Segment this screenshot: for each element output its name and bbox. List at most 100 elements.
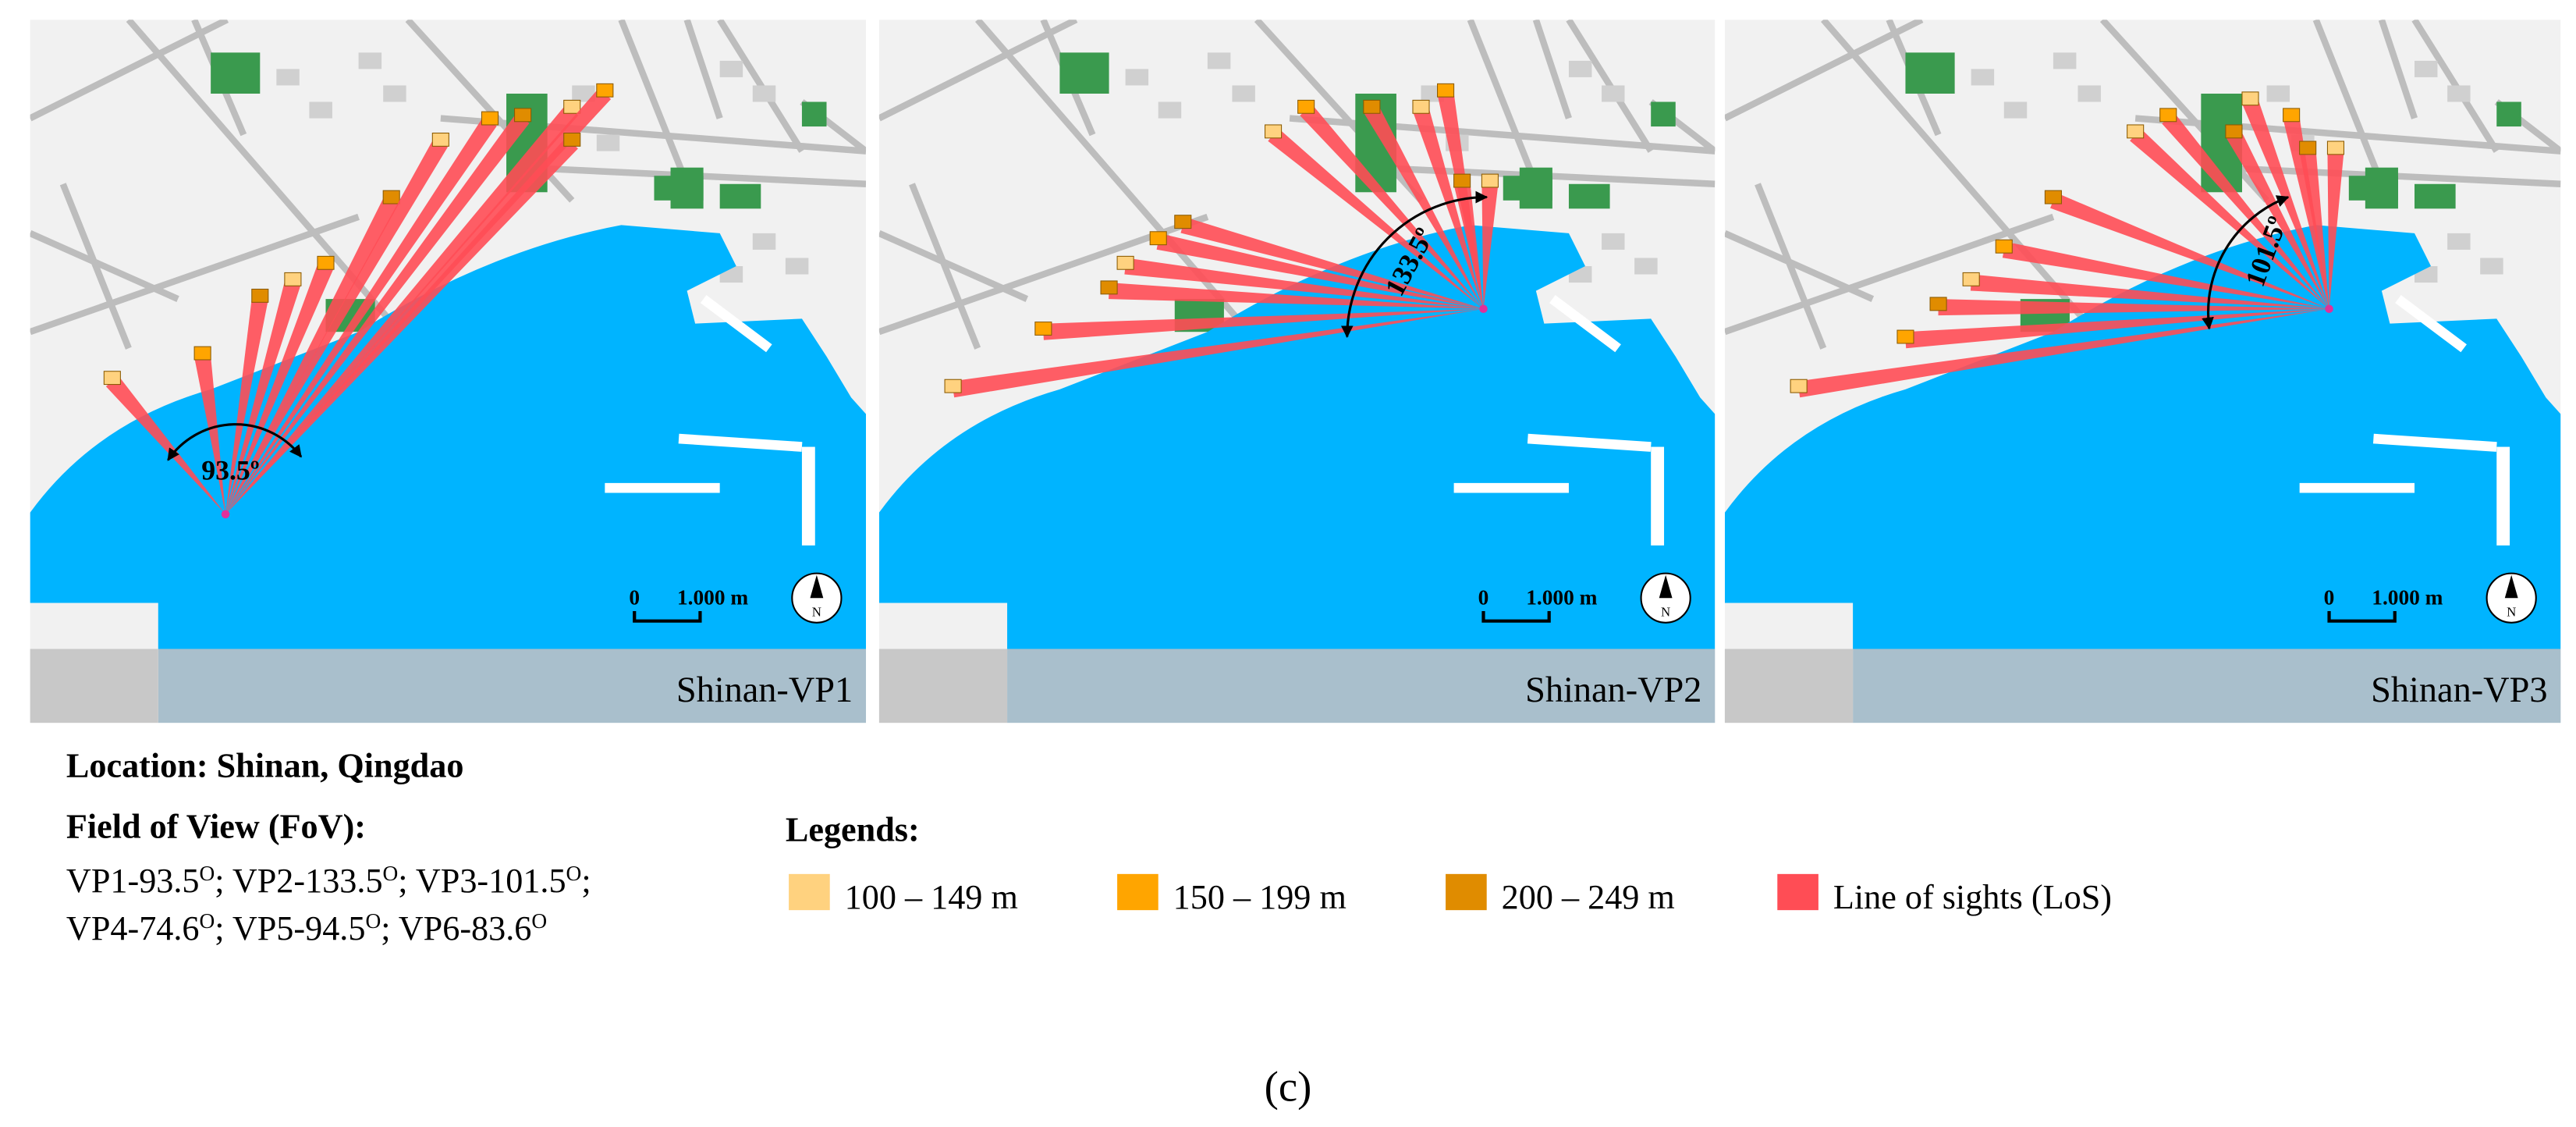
building-height <box>1034 322 1052 336</box>
park <box>1519 167 1552 209</box>
building <box>2447 85 2471 102</box>
building <box>719 60 743 77</box>
pier <box>700 295 772 353</box>
building-height <box>2326 140 2345 155</box>
scale-zero: 0 <box>1478 586 1489 610</box>
label-bar <box>1007 649 1716 723</box>
park <box>670 167 704 209</box>
viewpoint <box>1479 304 1488 313</box>
building <box>1207 52 1231 69</box>
road <box>909 183 981 350</box>
scale-distance: 1.000 m <box>677 586 748 610</box>
fov-sup: O <box>365 909 381 933</box>
pier-block <box>801 446 815 546</box>
viewpoint <box>221 510 230 519</box>
building-height <box>1453 173 1471 188</box>
road <box>2312 20 2385 186</box>
fov-arc <box>167 423 303 461</box>
building-height <box>2283 108 2301 123</box>
building <box>2077 85 2101 102</box>
compass-needle <box>2504 574 2518 599</box>
sightline <box>225 137 578 514</box>
building <box>2266 85 2290 102</box>
building-height <box>1297 99 1315 114</box>
scale-bar <box>633 611 702 623</box>
pier <box>1527 433 1652 452</box>
road <box>30 20 229 122</box>
building <box>1602 85 1625 102</box>
road <box>30 230 179 302</box>
pier <box>678 433 803 452</box>
building-height <box>284 272 302 286</box>
building <box>276 69 300 86</box>
sightline <box>2283 116 2329 309</box>
building-height <box>1897 329 1914 344</box>
building-height <box>2241 91 2259 106</box>
road <box>1724 20 1924 122</box>
building-height <box>514 108 532 123</box>
building-height <box>563 132 581 147</box>
fov-line: VP1-93.5O; VP2-133.5O; VP3-101.5O; <box>66 862 591 900</box>
legend-swatch <box>1117 873 1158 911</box>
building <box>2053 52 2077 69</box>
scale-bar <box>1481 611 1551 623</box>
road <box>59 183 132 350</box>
park <box>801 101 827 127</box>
building-height <box>2044 190 2062 204</box>
building-height <box>1265 124 1283 139</box>
building-height <box>1790 379 1808 393</box>
building <box>785 258 809 275</box>
compass-north: N <box>2507 604 2516 619</box>
fov-sup: O <box>566 862 582 885</box>
label-bar-left <box>30 649 158 723</box>
building <box>596 134 620 151</box>
panel-label: Shinan-VP1 <box>676 670 853 710</box>
water <box>1724 225 2561 649</box>
fov-sup: O <box>200 862 215 885</box>
sightline <box>1797 308 2329 398</box>
building-height <box>1412 99 1430 114</box>
label-bar <box>1853 649 2561 723</box>
sightline <box>2299 150 2329 309</box>
fov-text: VP1-93.5 <box>66 862 200 900</box>
sightline <box>225 138 448 514</box>
pier <box>1549 295 1621 353</box>
park <box>211 52 261 94</box>
building-height <box>382 190 400 204</box>
sightline <box>225 196 399 514</box>
building-height <box>596 83 614 98</box>
building-height <box>2225 124 2243 139</box>
map: 93.5º 0 1.000 m N <box>30 20 867 649</box>
building <box>1602 233 1625 250</box>
building-height <box>1929 297 1947 311</box>
legend-swatch <box>1777 873 1818 911</box>
panel-label: Shinan-VP2 <box>1525 670 1701 710</box>
fov-text: ; VP6-83.6 <box>381 909 531 947</box>
building <box>1568 60 1592 77</box>
panel-label: Shinan-VP3 <box>2371 670 2547 710</box>
building-height <box>317 255 335 270</box>
sightline <box>225 113 530 514</box>
sightline <box>225 116 497 514</box>
building <box>2003 101 2028 119</box>
building <box>309 101 332 119</box>
building-height <box>481 111 499 126</box>
building-height <box>1100 280 1118 295</box>
building-height <box>1995 239 2013 254</box>
location: Location: Shinan, Qingdao <box>66 747 464 785</box>
fov-line: VP4-74.6O; VP5-94.5O; VP6-83.6O <box>66 909 547 947</box>
building <box>2415 60 2438 77</box>
building <box>2480 258 2503 275</box>
compass-north: N <box>1661 604 1670 619</box>
pier <box>2372 433 2497 452</box>
pier <box>2395 295 2467 353</box>
road <box>618 20 690 186</box>
water <box>878 225 1716 649</box>
caption: (c) <box>1265 1062 1312 1110</box>
sightline <box>225 105 579 514</box>
building <box>1634 258 1658 275</box>
scale-distance: 1.000 m <box>1526 586 1597 610</box>
road <box>878 20 1078 122</box>
